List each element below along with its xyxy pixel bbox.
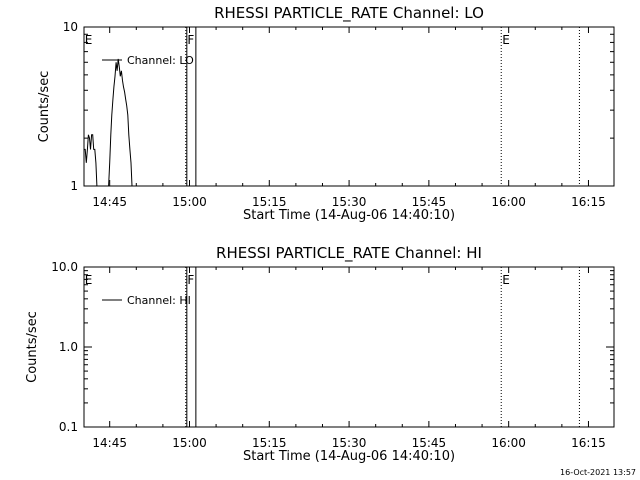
y-tick-label: 1.0 [59,340,78,354]
chart-title: RHESSI PARTICLE_RATE Channel: HI [216,244,482,263]
y-tick-label: 10.0 [51,260,78,274]
event-marker-label: E [502,273,510,287]
x-tick-label: 14:45 [92,195,127,209]
x-tick-label: 16:00 [491,195,526,209]
event-marker-label: E [85,33,93,47]
x-tick-label: 15:15 [252,436,287,450]
x-tick-label: 16:00 [491,436,526,450]
series-line [84,58,133,187]
x-tick-label: 15:30 [332,436,367,450]
event-marker-label: F [187,33,194,47]
x-axis-label: Start Time (14-Aug-06 14:40:10) [243,208,455,223]
plot-frame [83,266,615,428]
x-tick-label: 15:00 [172,436,207,450]
legend-label: Channel: LO [127,54,194,67]
panel-lo: RHESSI PARTICLE_RATE Channel: LO 14:45 15:… [37,4,615,223]
y-axis-label: Counts/sec [25,311,40,383]
x-tick-label: 16:15 [571,195,606,209]
x-tick-label: 15:45 [412,195,447,209]
event-marker-label: E [502,33,510,47]
y-tick-label: 0.1 [59,420,78,434]
timestamp-label: 16-Oct-2021 13:57 [560,468,636,477]
legend-label: Channel: HI [127,294,191,307]
event-marker-label: E [85,273,93,287]
panel-hi: RHESSI PARTICLE_RATE Channel: HI 14:45 15:… [25,244,615,464]
x-axis-label: Start Time (14-Aug-06 14:40:10) [243,449,455,464]
plot-frame [83,26,615,187]
x-tick-label: 14:45 [92,436,127,450]
x-tick-label: 15:45 [412,436,447,450]
event-marker-label: F [187,273,194,287]
x-tick-label: 15:30 [332,195,367,209]
y-axis-label: Counts/sec [37,71,52,143]
x-tick-label: 16:15 [571,436,606,450]
y-tick-label: 10 [63,20,78,34]
y-tick-label: 1 [70,179,78,193]
x-tick-label: 15:00 [172,195,207,209]
chart-title: RHESSI PARTICLE_RATE Channel: LO [214,4,484,23]
x-tick-label: 15:15 [252,195,287,209]
